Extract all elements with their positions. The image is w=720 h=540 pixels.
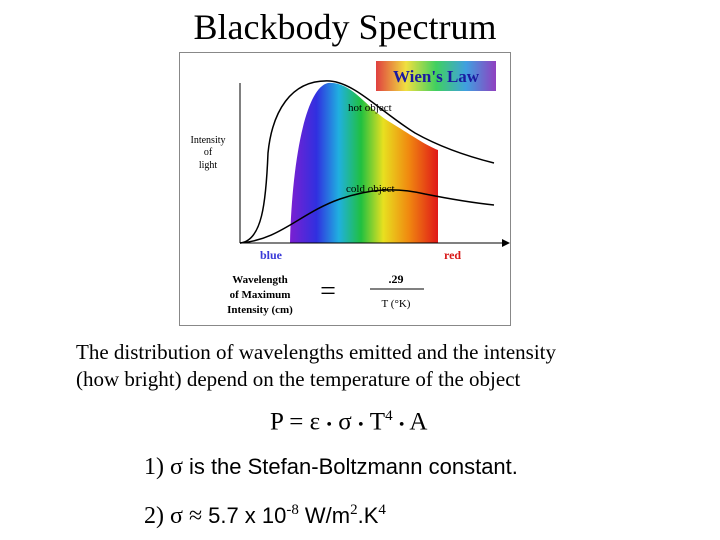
slide-title: Blackbody Spectrum [193,7,497,47]
red-label: red [444,248,461,262]
cold-object-curve [239,189,495,244]
item-1-text: is the Stefan-Boltzmann constant. [188,454,518,479]
ylabel-line2: of [204,147,213,158]
law-lhs-line1: Wavelength [232,274,288,286]
item-2: 2) σ ≈ 5.7 x 10-8 W/m2.K4 [144,502,386,530]
cold-object-label: cold object [346,183,395,195]
eq-power: P [270,408,283,436]
eq-equals: = [289,408,304,436]
eq-area: A [409,408,428,436]
ylabel-line1: Intensity [191,135,226,146]
visible-spectrum-band [290,82,438,243]
law-lhs-line2: of Maximum [230,289,291,301]
item-2-exp1: -8 [286,502,299,518]
banner-label: Wien's Law [393,67,480,86]
item-2-unit2: .K [357,503,379,528]
eq-dot-1: • [326,416,332,434]
item-2-prefix: 2) [144,503,164,529]
blue-label: blue [260,248,283,262]
eq-dot-3: • [398,416,405,434]
item-1-sigma: σ [170,454,183,480]
item-1-prefix: 1) [144,454,164,480]
item-2-exp2: 2 [350,502,358,518]
item-1: 1) σ is the Stefan-Boltzmann constant. [144,454,518,481]
eq-temperature: T [369,408,386,436]
description-line2: (how bright) depend on the temperature o… [76,367,521,391]
eq-temperature-exponent: 4 [385,408,393,424]
eq-sigma: σ [338,408,352,436]
stefan-boltzmann-equation: P = ε • σ • T4 • A [270,408,427,436]
description-line1: The distribution of wavelengths emitted … [76,340,556,364]
law-equals: = [320,276,336,307]
spectrum-diagram: Wien's Law hot object cold object Intens… [191,61,510,316]
hot-object-label: hot object [348,102,392,114]
wiens-law-figure: Wien's Law hot object cold object Intens… [179,52,511,326]
law-lhs-line3: Intensity (cm) [227,304,293,316]
item-2-exp3: 4 [378,502,386,518]
hot-object-curve [239,80,495,244]
law-numerator: .29 [389,272,404,286]
item-2-sigma: σ [170,503,183,529]
item-2-mantissa: 5.7 x 10 [208,503,287,528]
eq-epsilon: ε [309,408,321,436]
item-2-unit: W/m [304,503,351,528]
banner-background [376,61,496,91]
ylabel-line3: light [199,160,218,171]
item-2-approx: ≈ [188,503,203,529]
x-axis-arrow-icon [502,239,510,247]
law-denominator: T (°K) [382,298,411,310]
description: The distribution of wavelengths emitted … [76,339,556,393]
eq-dot-2: • [357,416,364,434]
